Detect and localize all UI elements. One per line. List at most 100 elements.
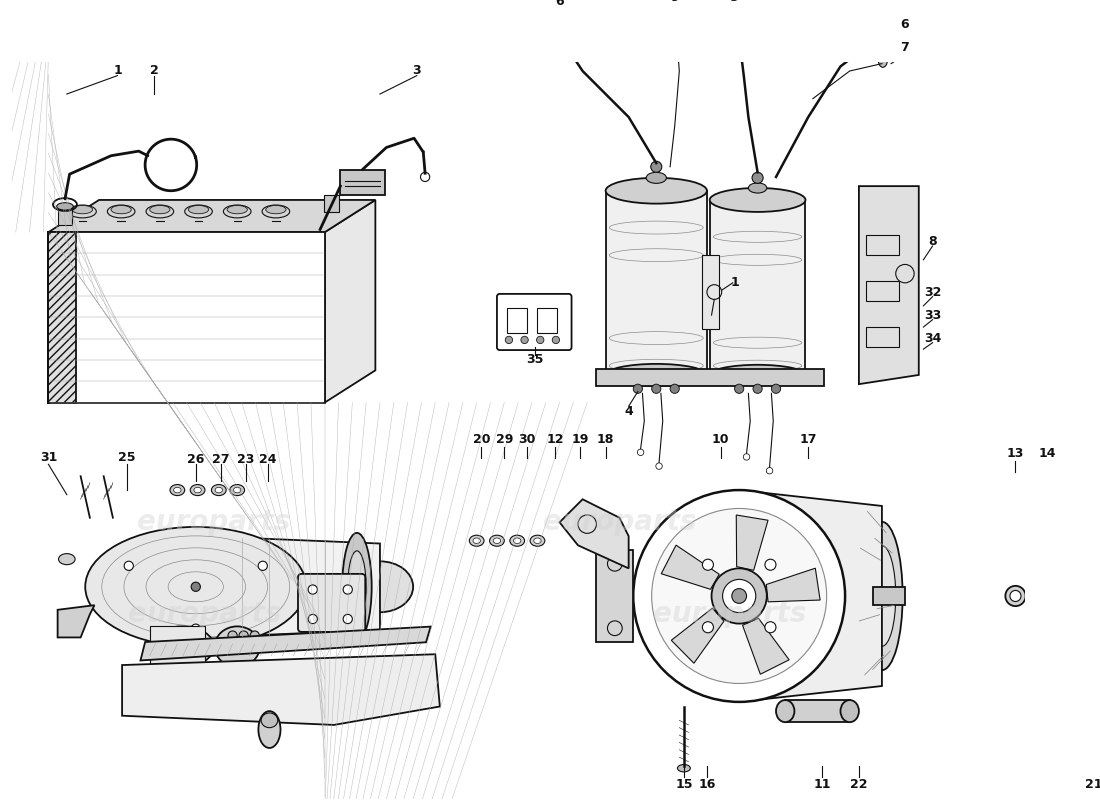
Text: 17: 17 [800, 433, 817, 446]
Text: 1: 1 [730, 276, 739, 290]
Ellipse shape [262, 205, 289, 218]
Text: 11: 11 [813, 778, 830, 791]
Ellipse shape [150, 626, 214, 667]
Ellipse shape [1005, 586, 1025, 606]
Ellipse shape [58, 554, 75, 565]
Text: 26: 26 [187, 453, 205, 466]
Ellipse shape [233, 487, 241, 493]
Polygon shape [596, 550, 634, 642]
Ellipse shape [1010, 590, 1021, 602]
Ellipse shape [57, 202, 74, 210]
Text: europarts: europarts [542, 508, 696, 536]
Bar [606, 190, 707, 375]
Ellipse shape [530, 535, 544, 546]
Ellipse shape [223, 205, 251, 218]
Ellipse shape [185, 205, 212, 218]
Text: 6: 6 [901, 18, 910, 31]
Polygon shape [661, 545, 719, 590]
Ellipse shape [190, 485, 205, 495]
Circle shape [735, 384, 744, 394]
Ellipse shape [509, 535, 525, 546]
Polygon shape [742, 618, 789, 674]
Circle shape [343, 614, 352, 624]
Circle shape [764, 622, 776, 633]
Text: 19: 19 [571, 433, 588, 446]
Circle shape [703, 622, 714, 633]
Circle shape [634, 490, 845, 702]
Circle shape [703, 559, 714, 570]
Circle shape [732, 589, 747, 603]
Bar [710, 200, 805, 375]
Text: 3: 3 [412, 65, 421, 78]
Ellipse shape [170, 485, 185, 495]
Ellipse shape [1042, 590, 1053, 602]
Ellipse shape [188, 206, 209, 214]
Circle shape [552, 336, 560, 344]
Circle shape [239, 631, 249, 640]
Circle shape [521, 336, 528, 344]
Ellipse shape [216, 487, 222, 493]
Ellipse shape [227, 206, 248, 214]
Ellipse shape [776, 700, 794, 722]
Ellipse shape [861, 522, 903, 670]
Ellipse shape [534, 538, 541, 543]
Ellipse shape [211, 485, 227, 495]
Text: 30: 30 [518, 433, 536, 446]
Text: 21: 21 [1085, 778, 1100, 791]
Ellipse shape [266, 206, 286, 214]
Text: 33: 33 [924, 309, 942, 322]
Ellipse shape [473, 538, 481, 543]
Ellipse shape [346, 562, 414, 612]
Text: 6: 6 [556, 0, 564, 9]
Text: 4: 4 [625, 406, 632, 418]
Text: 27: 27 [212, 453, 230, 466]
Text: 14: 14 [1040, 446, 1056, 460]
Ellipse shape [111, 206, 131, 214]
Bar [867, 281, 899, 302]
Ellipse shape [68, 205, 97, 218]
Circle shape [752, 172, 763, 183]
Ellipse shape [678, 765, 691, 772]
Circle shape [723, 579, 756, 613]
Text: 5: 5 [730, 0, 739, 4]
Polygon shape [141, 626, 430, 661]
Bar [872, 586, 905, 605]
Text: 12: 12 [547, 433, 563, 446]
Bar [867, 327, 899, 347]
Polygon shape [736, 515, 768, 570]
Circle shape [228, 631, 238, 640]
Text: 35: 35 [526, 353, 543, 366]
Text: 31: 31 [40, 451, 57, 464]
Ellipse shape [748, 183, 767, 193]
Ellipse shape [606, 364, 707, 386]
Ellipse shape [490, 535, 504, 546]
Ellipse shape [878, 53, 888, 67]
Circle shape [771, 384, 781, 394]
Ellipse shape [194, 487, 201, 493]
Bar [150, 626, 205, 667]
Text: 2: 2 [150, 65, 158, 78]
Polygon shape [122, 654, 440, 725]
Polygon shape [859, 186, 918, 384]
Ellipse shape [108, 205, 135, 218]
Bar [596, 370, 824, 386]
Text: 18: 18 [597, 433, 614, 446]
Ellipse shape [174, 487, 182, 493]
Ellipse shape [646, 172, 667, 183]
Text: 7: 7 [901, 42, 910, 54]
Bar [785, 700, 849, 722]
Text: 29: 29 [496, 433, 513, 446]
Ellipse shape [606, 178, 707, 204]
Text: 13: 13 [1006, 446, 1024, 460]
Text: 1: 1 [113, 65, 122, 78]
Bar [340, 170, 385, 195]
Ellipse shape [348, 551, 366, 622]
Text: 22: 22 [850, 778, 868, 791]
Circle shape [191, 582, 200, 591]
Circle shape [191, 624, 200, 634]
Ellipse shape [258, 711, 280, 748]
Ellipse shape [1037, 586, 1058, 606]
Text: 15: 15 [675, 778, 693, 791]
Text: 32: 32 [924, 286, 942, 298]
Text: europarts: europarts [653, 601, 806, 629]
